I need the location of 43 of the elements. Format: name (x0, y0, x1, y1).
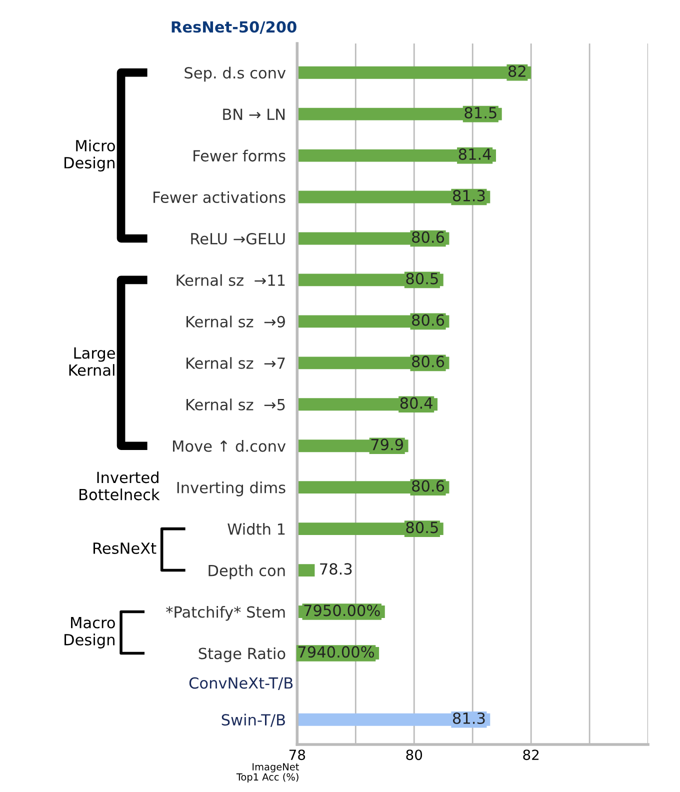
y-tick-label: Kernal sz →5 (186, 398, 285, 410)
data-label: 7940.00% (298, 646, 374, 658)
text: Inverted Bottelneck (80, 471, 160, 500)
y-tick-label: Fewer forms (194, 150, 286, 162)
data-label: 7950.00% (304, 604, 380, 616)
text: ConvNeXt-T/B (189, 677, 293, 690)
chart-title: ResNet-50/200 (172, 21, 296, 34)
y-tick-label: Kernal sz →9 (186, 316, 285, 328)
data-label: 80.5 (406, 272, 438, 284)
y-tick-label: Width 1 (228, 523, 285, 535)
y-tick-label: Depth con (208, 564, 285, 580)
y-tick-label: *Patchify* Stem (166, 606, 285, 621)
data-label: 81.5 (464, 106, 496, 118)
x-tick-label: 82 (523, 750, 539, 760)
x-tick-label: 80 (406, 750, 422, 760)
data-label: 80.6 (412, 314, 444, 326)
text: Macro Design (64, 617, 115, 648)
data-label: 80.5 (406, 522, 438, 534)
y-tick-label: Move ↑ d.conv (173, 440, 286, 452)
data-label: 80.6 (412, 356, 444, 368)
y-tick-label: Inverting dims (177, 482, 286, 496)
y-tick-label: BN → LN (223, 108, 285, 120)
y-tick-label: Kernal sz →7 (186, 357, 285, 369)
data-label: 81.4 (458, 148, 491, 160)
data-label: 82 (508, 65, 526, 78)
data-label: 80.6 (412, 480, 444, 492)
text: Large Kernal (69, 347, 115, 376)
data-label: 79.9 (371, 438, 404, 450)
data-label: 80.4 (400, 397, 432, 409)
data-label: 81.3 (452, 712, 485, 724)
text: ResNeXt (94, 542, 156, 554)
y-tick-label: ReLU →GELU (191, 232, 285, 245)
data-label: 80.6 (412, 231, 444, 243)
y-tick-label: Stage Ratio (198, 647, 286, 662)
y-tick-label: Swin-T/B (222, 714, 285, 727)
x-axis-title: ImageNet Top1 Acc (%) (236, 763, 299, 782)
data-label: 78.3 (320, 563, 352, 575)
data-label: 81.3 (452, 190, 485, 202)
y-tick-label: Kernal sz →11 (176, 274, 285, 286)
text: Micro Design (64, 140, 115, 172)
x-tick-label: 78 (289, 750, 306, 760)
y-tick-label: Fewer activations (154, 191, 286, 204)
y-tick-label: Sep. d.s conv (184, 66, 286, 82)
